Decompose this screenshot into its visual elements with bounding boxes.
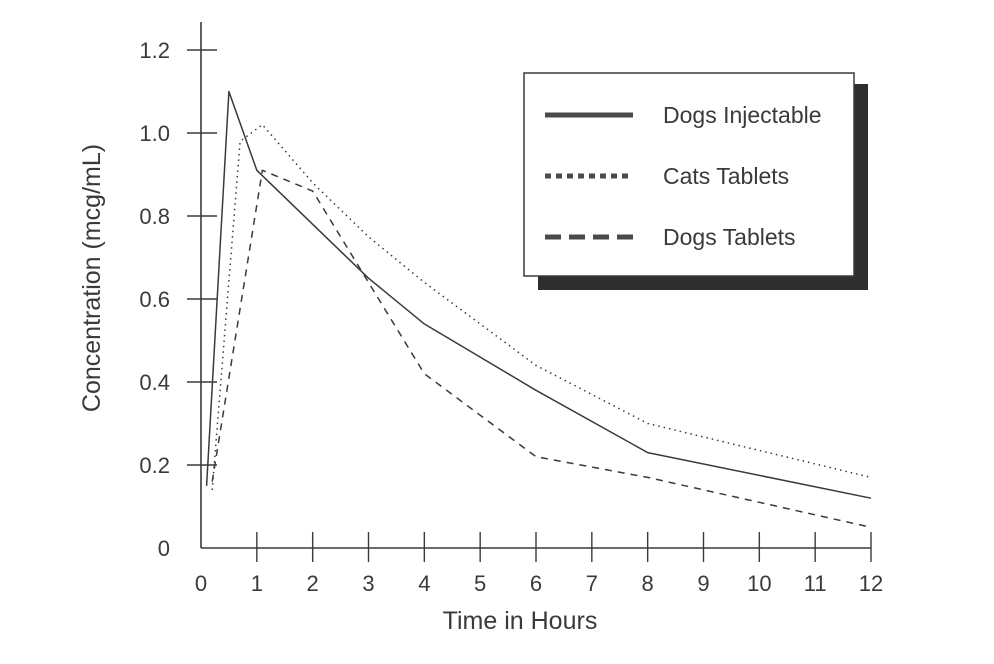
y-tick-label: 1.2 — [139, 38, 170, 63]
x-tick-label: 4 — [418, 571, 430, 596]
series-line-dogs-injectable — [205, 90, 872, 499]
x-axis-title: Time in Hours — [443, 607, 598, 635]
legend: Dogs Injectable Cats Tablets Dogs Tablets — [523, 72, 868, 290]
legend-label: Dogs Tablets — [663, 224, 796, 250]
x-tick-label: 11 — [804, 571, 827, 596]
y-tick-label: 0.6 — [139, 287, 170, 312]
y-tick-label: 1.0 — [139, 121, 170, 146]
x-tick-label: 3 — [362, 571, 374, 596]
x-tick-label: 1 — [251, 571, 263, 596]
legend-items: Dogs Injectable Cats Tablets Dogs Tablets — [545, 102, 822, 250]
x-tick-label: 6 — [530, 571, 542, 596]
series-lines — [205, 90, 872, 529]
x-tick-label: 10 — [747, 571, 771, 596]
y-axis-title: Concentration (mcg/mL) — [78, 144, 106, 412]
x-tick-label: 8 — [642, 571, 654, 596]
x-tick-label: 5 — [474, 571, 486, 596]
x-tick-label: 0 — [195, 571, 207, 596]
y-tick-label: 0.8 — [139, 204, 170, 229]
x-tick-label: 9 — [697, 571, 709, 596]
x-tick-label: 12 — [859, 571, 883, 596]
y-tick-label: 0.2 — [139, 453, 170, 478]
x-tick-label: 7 — [586, 571, 598, 596]
y-tick-label: 0.4 — [139, 370, 170, 395]
y-tick-label: 0 — [158, 536, 170, 561]
x-tick-label: 2 — [307, 571, 319, 596]
legend-label: Dogs Injectable — [663, 102, 822, 128]
legend-label: Cats Tablets — [663, 163, 789, 189]
series-line-cats-tablets — [211, 123, 872, 490]
